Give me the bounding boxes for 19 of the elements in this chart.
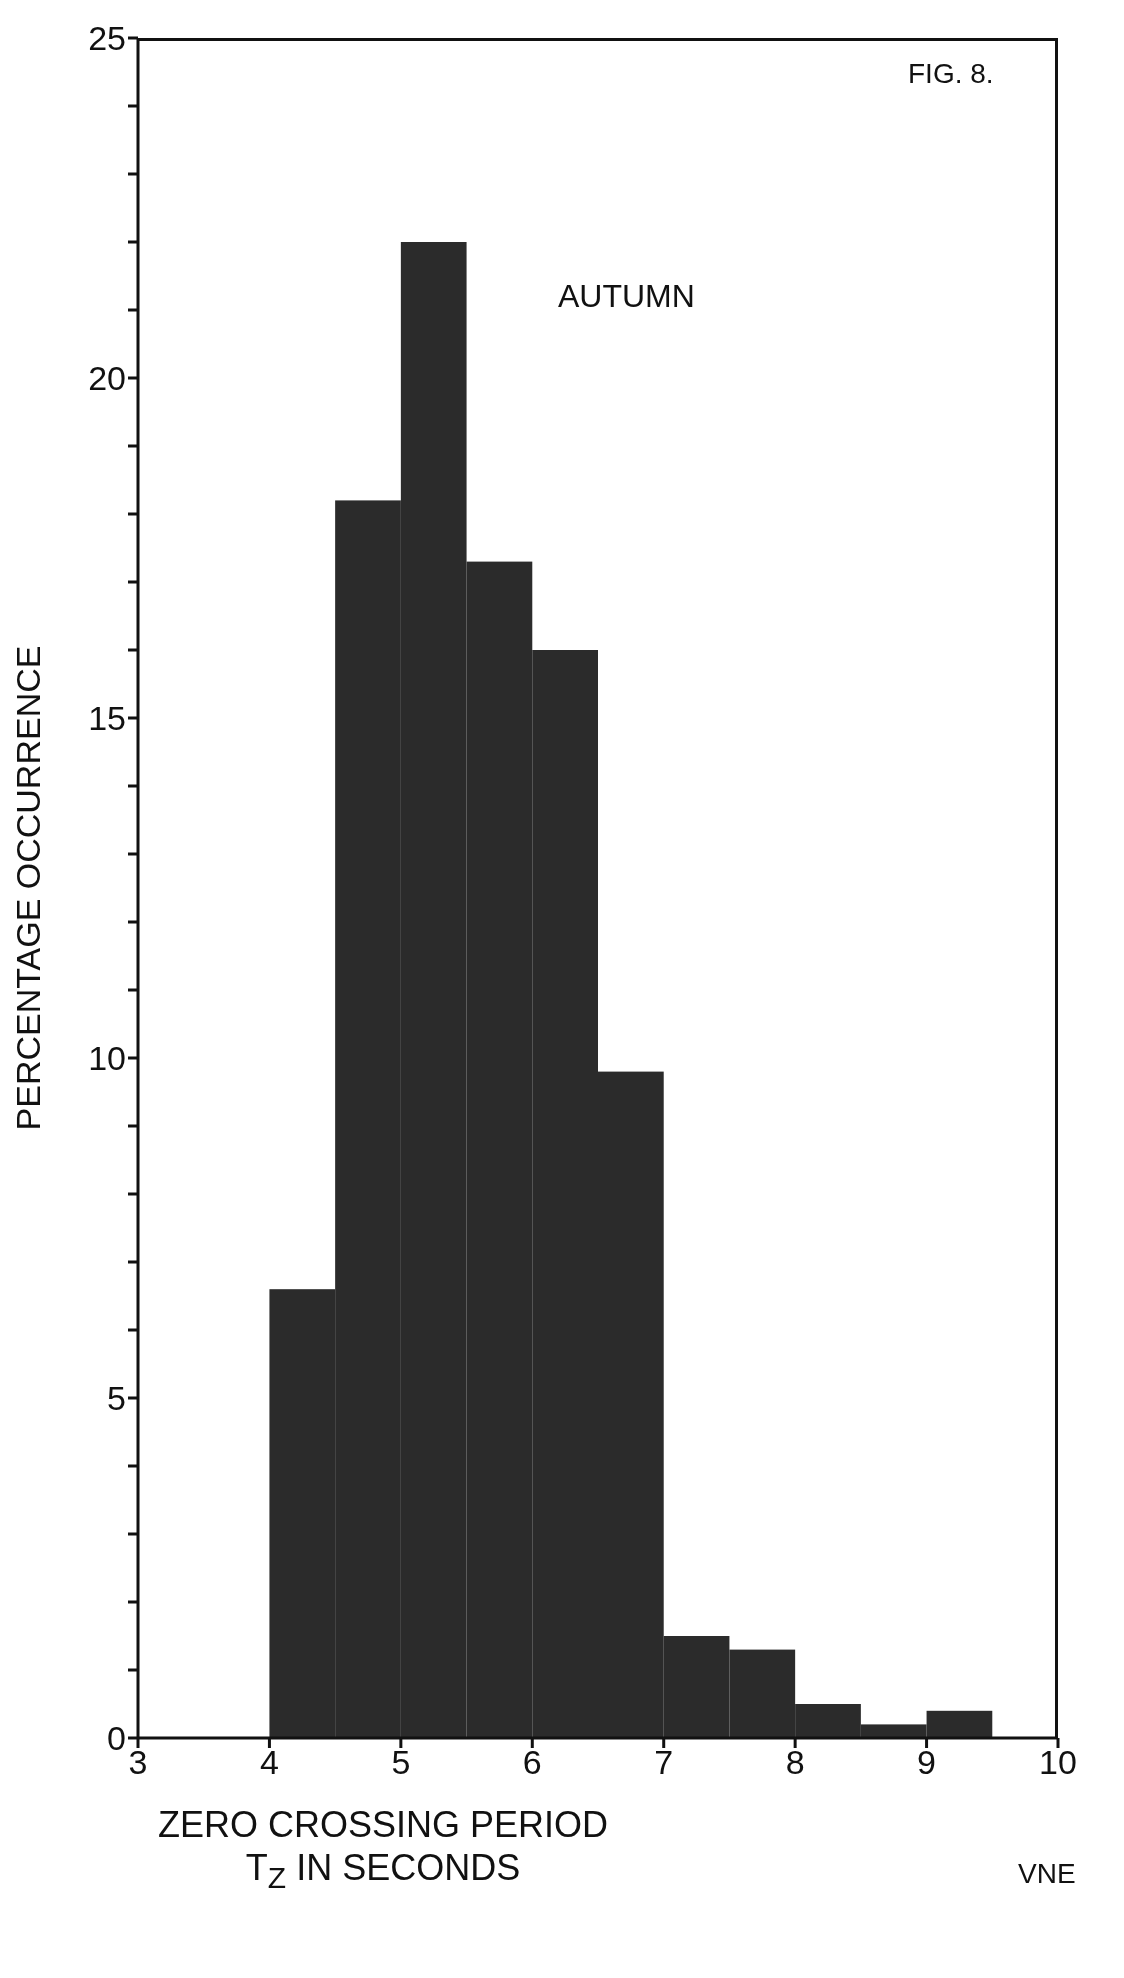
x-tick-label: 7: [654, 1743, 674, 1782]
annotation: FIG. 8.: [908, 58, 994, 90]
y-tick-label: 15: [88, 699, 126, 738]
x-tick-label: 10: [1039, 1743, 1077, 1782]
y-tick-label: 0: [107, 1719, 126, 1758]
x-axis-title: ZERO CROSSING PERIOD T$_{Z}$ IN SECONDS: [156, 1803, 610, 1897]
x-tick-label: 8: [785, 1743, 805, 1782]
y-tick-label: 10: [88, 1039, 126, 1078]
y-axis-title: PERCENTAGE OCCURRENCE: [9, 645, 48, 1131]
y-tick-label: 20: [88, 359, 126, 398]
y-tick-label: 25: [88, 19, 126, 58]
x-tick-label: 9: [917, 1743, 937, 1782]
x-tick-label: 4: [259, 1743, 279, 1782]
y-tick-label: 5: [107, 1379, 126, 1418]
text: VNE: [1018, 1858, 1076, 1890]
x-tick-label: 3: [128, 1743, 148, 1782]
annotation: AUTUMN: [558, 278, 695, 315]
x-tick-label: 6: [522, 1743, 542, 1782]
x-tick-label: 5: [391, 1743, 411, 1782]
